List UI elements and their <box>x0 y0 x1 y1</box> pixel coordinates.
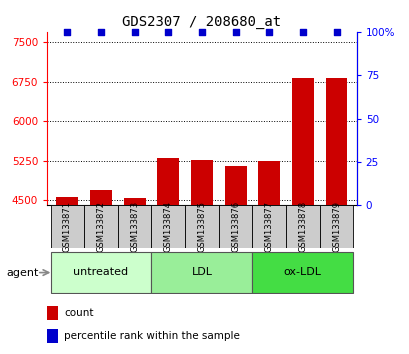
Bar <box>258 161 279 205</box>
Point <box>164 29 171 35</box>
Bar <box>124 199 145 205</box>
Bar <box>50 205 84 248</box>
Text: count: count <box>64 308 93 318</box>
Point <box>333 29 339 35</box>
Point <box>64 29 70 35</box>
Point <box>131 29 137 35</box>
Text: untreated: untreated <box>73 267 128 277</box>
Text: GSM133877: GSM133877 <box>264 201 273 252</box>
Bar <box>157 158 179 205</box>
Bar <box>50 252 151 293</box>
Bar <box>47 329 58 343</box>
Bar <box>191 160 212 205</box>
Text: GSM133873: GSM133873 <box>130 201 139 252</box>
Point <box>232 29 238 35</box>
Bar <box>90 189 112 205</box>
Text: GSM133876: GSM133876 <box>231 201 240 252</box>
Text: agent: agent <box>6 268 38 278</box>
Bar <box>218 205 252 248</box>
Bar <box>252 252 353 293</box>
Bar <box>291 78 313 205</box>
Point <box>198 29 205 35</box>
Bar <box>325 78 346 205</box>
Text: LDL: LDL <box>191 267 212 277</box>
Bar <box>184 205 218 248</box>
Text: GSM133879: GSM133879 <box>331 201 340 252</box>
Title: GDS2307 / 208680_at: GDS2307 / 208680_at <box>122 16 281 29</box>
Point <box>299 29 306 35</box>
Bar <box>151 252 252 293</box>
Text: GSM133874: GSM133874 <box>163 201 172 252</box>
Text: percentile rank within the sample: percentile rank within the sample <box>64 331 239 341</box>
Text: GSM133872: GSM133872 <box>96 201 105 252</box>
Bar <box>47 306 58 320</box>
Text: GSM133871: GSM133871 <box>63 201 72 252</box>
Bar <box>224 166 246 205</box>
Bar <box>56 197 78 205</box>
Bar <box>252 205 285 248</box>
Text: ox-LDL: ox-LDL <box>283 267 321 277</box>
Bar <box>84 205 117 248</box>
Text: GSM133878: GSM133878 <box>298 201 307 252</box>
Bar <box>151 205 184 248</box>
Point <box>97 29 104 35</box>
Point <box>265 29 272 35</box>
Bar <box>319 205 353 248</box>
Bar <box>117 205 151 248</box>
Bar <box>285 205 319 248</box>
Text: GSM133875: GSM133875 <box>197 201 206 252</box>
